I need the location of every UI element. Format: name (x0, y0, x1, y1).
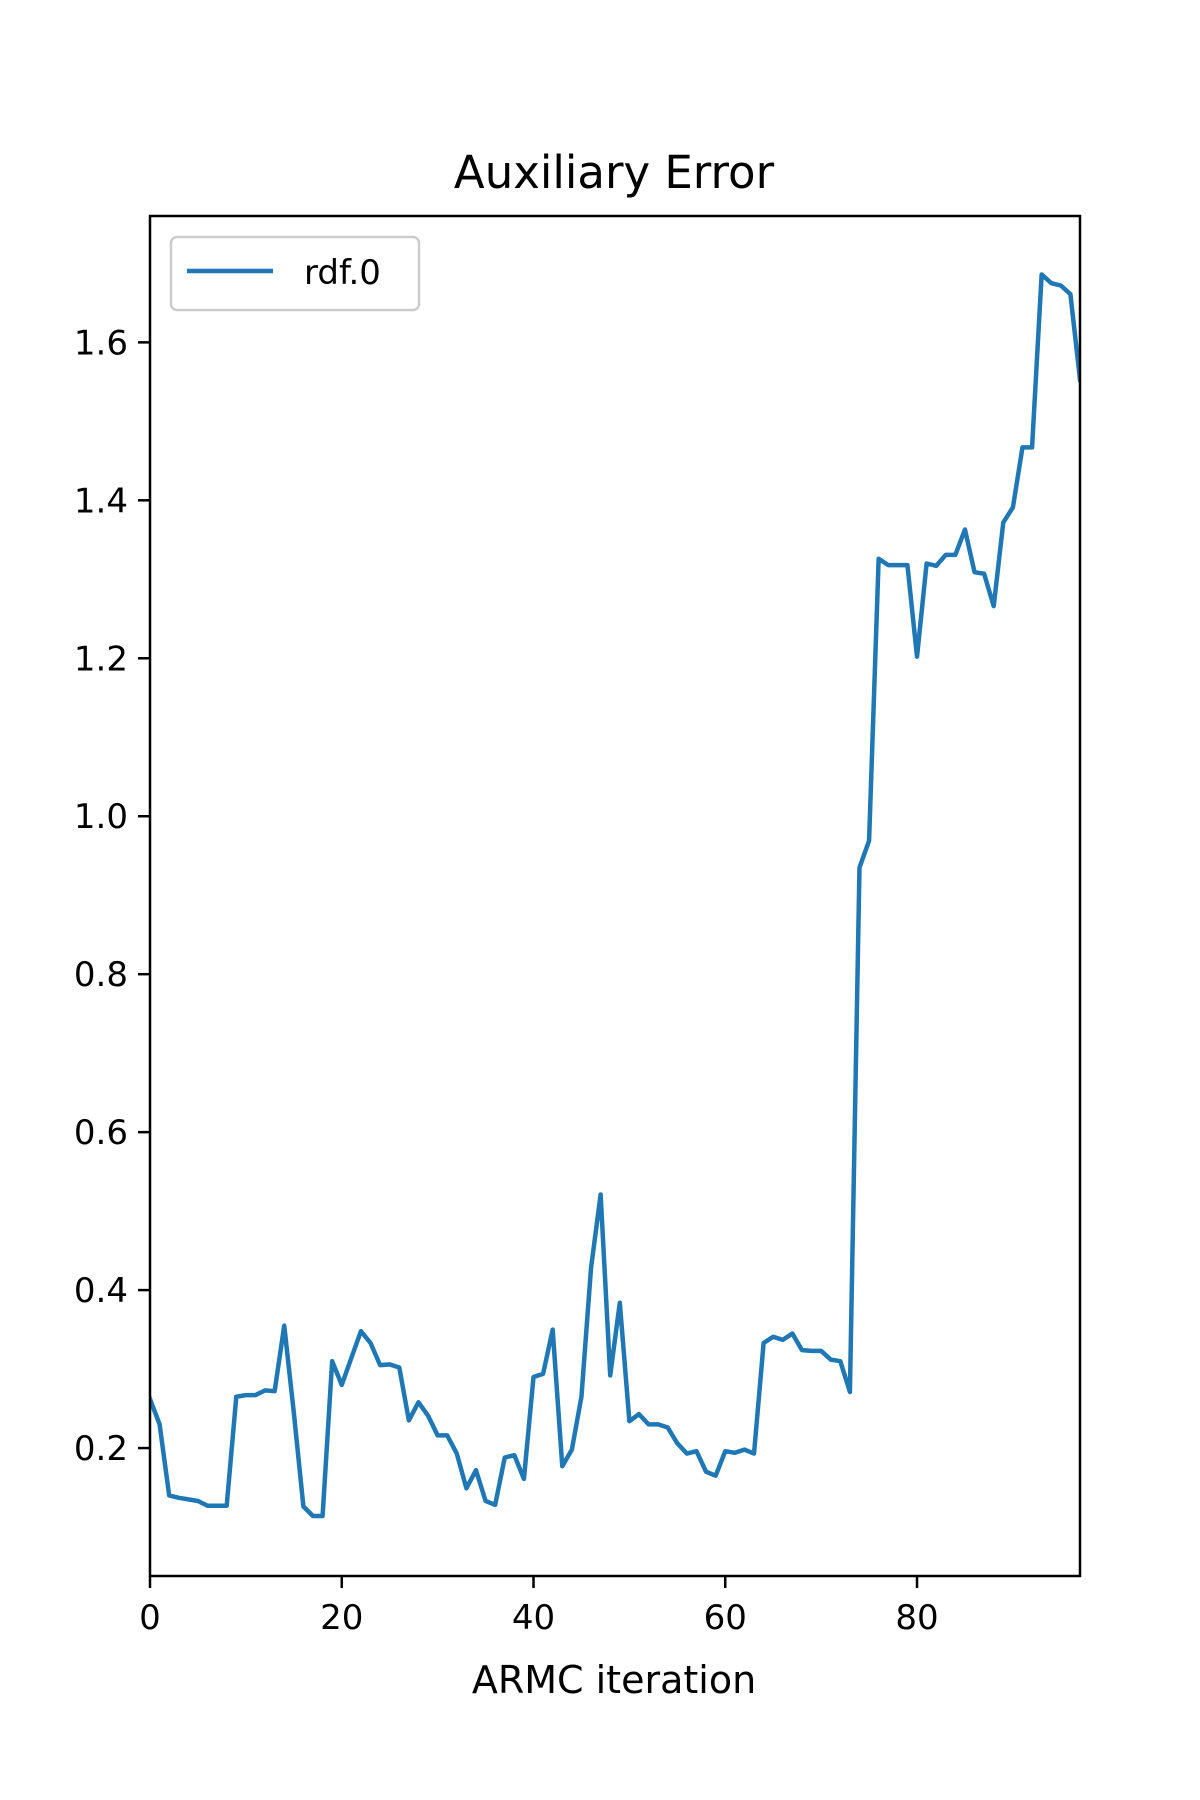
x-tick-label: 80 (895, 1598, 938, 1638)
legend-label-rdf-0: rdf.0 (304, 253, 381, 293)
y-tick-label: 0.6 (74, 1113, 128, 1153)
x-tick-label: 20 (320, 1598, 363, 1638)
x-axis-title: ARMC iteration (472, 1658, 756, 1702)
y-tick-label: 0.2 (74, 1429, 128, 1469)
series-layer (150, 272, 1080, 1519)
y-tick-label: 1.2 (74, 639, 128, 679)
y-tick-label: 1.4 (74, 481, 128, 521)
x-tick-label: 60 (704, 1598, 747, 1638)
y-axis: 0.2 0.4 0.6 0.8 1.0 1.2 1.4 1.6 (74, 323, 150, 1469)
x-tick-label: 0 (139, 1598, 161, 1638)
y-tick-label: 1.6 (74, 323, 128, 363)
plot-area-frame (148, 214, 1082, 1578)
x-axis: 0 20 40 60 80 (139, 1576, 939, 1638)
x-tick-label: 40 (512, 1598, 555, 1638)
legend-box (169, 235, 421, 312)
y-tick-label: 0.8 (74, 955, 128, 995)
legend: rdf.0 (169, 235, 421, 312)
y-tick-label: 1.0 (74, 797, 128, 837)
series-line-rdf-0 (150, 272, 1080, 1519)
y-tick-label: 0.4 (74, 1271, 128, 1311)
chart-title: Auxiliary Error (454, 146, 775, 199)
